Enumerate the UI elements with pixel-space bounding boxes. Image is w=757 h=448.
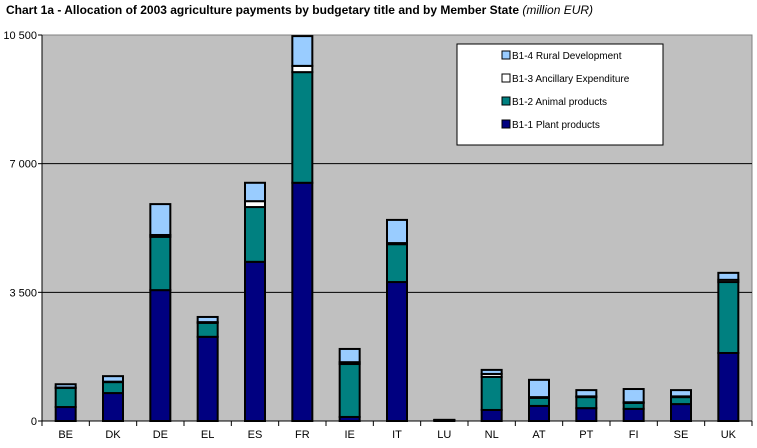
x-tick-label: DK <box>105 429 121 441</box>
x-tick-label: UK <box>721 429 737 441</box>
x-tick-label: IE <box>344 429 354 441</box>
bar-segment-b1-2-dk <box>102 381 124 395</box>
x-tick-label: LU <box>437 429 451 441</box>
bar-segment-b1-4-el <box>196 315 219 324</box>
legend-label: B1-2 Animal products <box>512 97 607 108</box>
legend-swatch <box>501 119 511 129</box>
legend-swatch <box>501 96 511 106</box>
legend-label: B1-3 Ancillary Expenditure <box>512 74 630 85</box>
x-tick-label: AT <box>532 429 546 441</box>
bar-segment-b1-1-it <box>386 281 408 423</box>
bar-segment-b1-2-uk <box>717 281 740 354</box>
bar-segment-b1-2-be <box>54 386 77 409</box>
bar-segment-b1-1-pt <box>575 407 598 422</box>
bar-segment-b1-4-nl <box>480 368 503 375</box>
bar-segment-b1-1-nl <box>480 408 503 423</box>
bar-segment-b1-4-fr <box>291 35 314 67</box>
bar-segment-b1-2-de <box>149 235 172 292</box>
bar-segment-b1-2-pt <box>575 396 598 410</box>
bar-segment-b1-1-se <box>670 403 692 423</box>
chart-title-text: Chart 1a - Allocation of 2003 agricultur… <box>6 3 519 17</box>
bar-segment-b1-1-dk <box>102 392 124 422</box>
bar-segment-b1-4-fi <box>622 388 645 404</box>
x-tick-label: ES <box>248 429 263 441</box>
bar-segment-b1-1-uk <box>717 351 740 422</box>
bar-segment-b1-4-dk <box>102 375 124 383</box>
bar-segment-b1-4-pt <box>575 389 598 398</box>
bar-segment-b1-4-ie <box>338 347 361 364</box>
bar-segment-b1-4-lu <box>433 418 456 422</box>
bar-segment-b1-4-be <box>54 383 77 389</box>
y-tick-label: 3 500 <box>9 287 37 299</box>
bar-segment-b1-2-fr <box>291 71 314 184</box>
x-tick-label: EL <box>201 429 214 441</box>
bar-segment-b1-2-es <box>244 206 266 263</box>
y-tick-label: 10 500 <box>3 30 37 42</box>
y-tick-label: 0 <box>31 416 37 428</box>
bar-segment-b1-4-se <box>670 389 692 398</box>
bar-segment-b1-1-de <box>149 289 172 422</box>
bar-segment-b1-4-it <box>386 218 408 245</box>
chart-title-unit: (million EUR) <box>522 3 593 17</box>
x-tick-label: IT <box>392 429 402 441</box>
bar-segment-b1-1-fi <box>622 407 645 422</box>
bar-segment-b1-4-es <box>244 181 266 203</box>
x-tick-label: FR <box>295 429 310 441</box>
bar-segment-b1-1-es <box>244 260 266 422</box>
y-tick-label: 7 000 <box>9 159 37 171</box>
bar-segment-b1-4-de <box>149 203 172 236</box>
bar-segment-b1-1-be <box>54 406 77 423</box>
bar-segment-b1-2-el <box>196 321 219 338</box>
bar-segment-b1-1-fr <box>291 181 314 422</box>
chart-title: Chart 1a - Allocation of 2003 agricultur… <box>6 3 593 17</box>
legend-box <box>456 43 664 146</box>
legend-label: B1-1 Plant products <box>512 120 600 131</box>
bar-segment-b1-1-el <box>196 335 219 423</box>
x-tick-label: FI <box>629 429 639 441</box>
bar-segment-b1-2-nl <box>480 375 503 411</box>
bar-segment-b1-4-at <box>528 378 550 399</box>
x-tick-label: SE <box>674 429 689 441</box>
x-tick-label: NL <box>485 429 499 441</box>
bar-segment-b1-4-uk <box>717 271 740 281</box>
x-tick-label: PT <box>579 429 593 441</box>
legend-swatch <box>501 73 511 83</box>
bar-segment-b1-1-at <box>528 404 550 422</box>
bar-segment-b1-2-se <box>670 396 692 406</box>
bar-segment-b1-2-it <box>386 243 408 284</box>
bar-segment-b1-2-at <box>528 396 550 407</box>
x-tick-label: DE <box>153 429 168 441</box>
legend-swatch <box>501 50 511 60</box>
legend-label: B1-4 Rural Development <box>512 51 622 62</box>
x-tick-label: BE <box>58 429 73 441</box>
bar-segment-b1-2-ie <box>338 363 361 418</box>
